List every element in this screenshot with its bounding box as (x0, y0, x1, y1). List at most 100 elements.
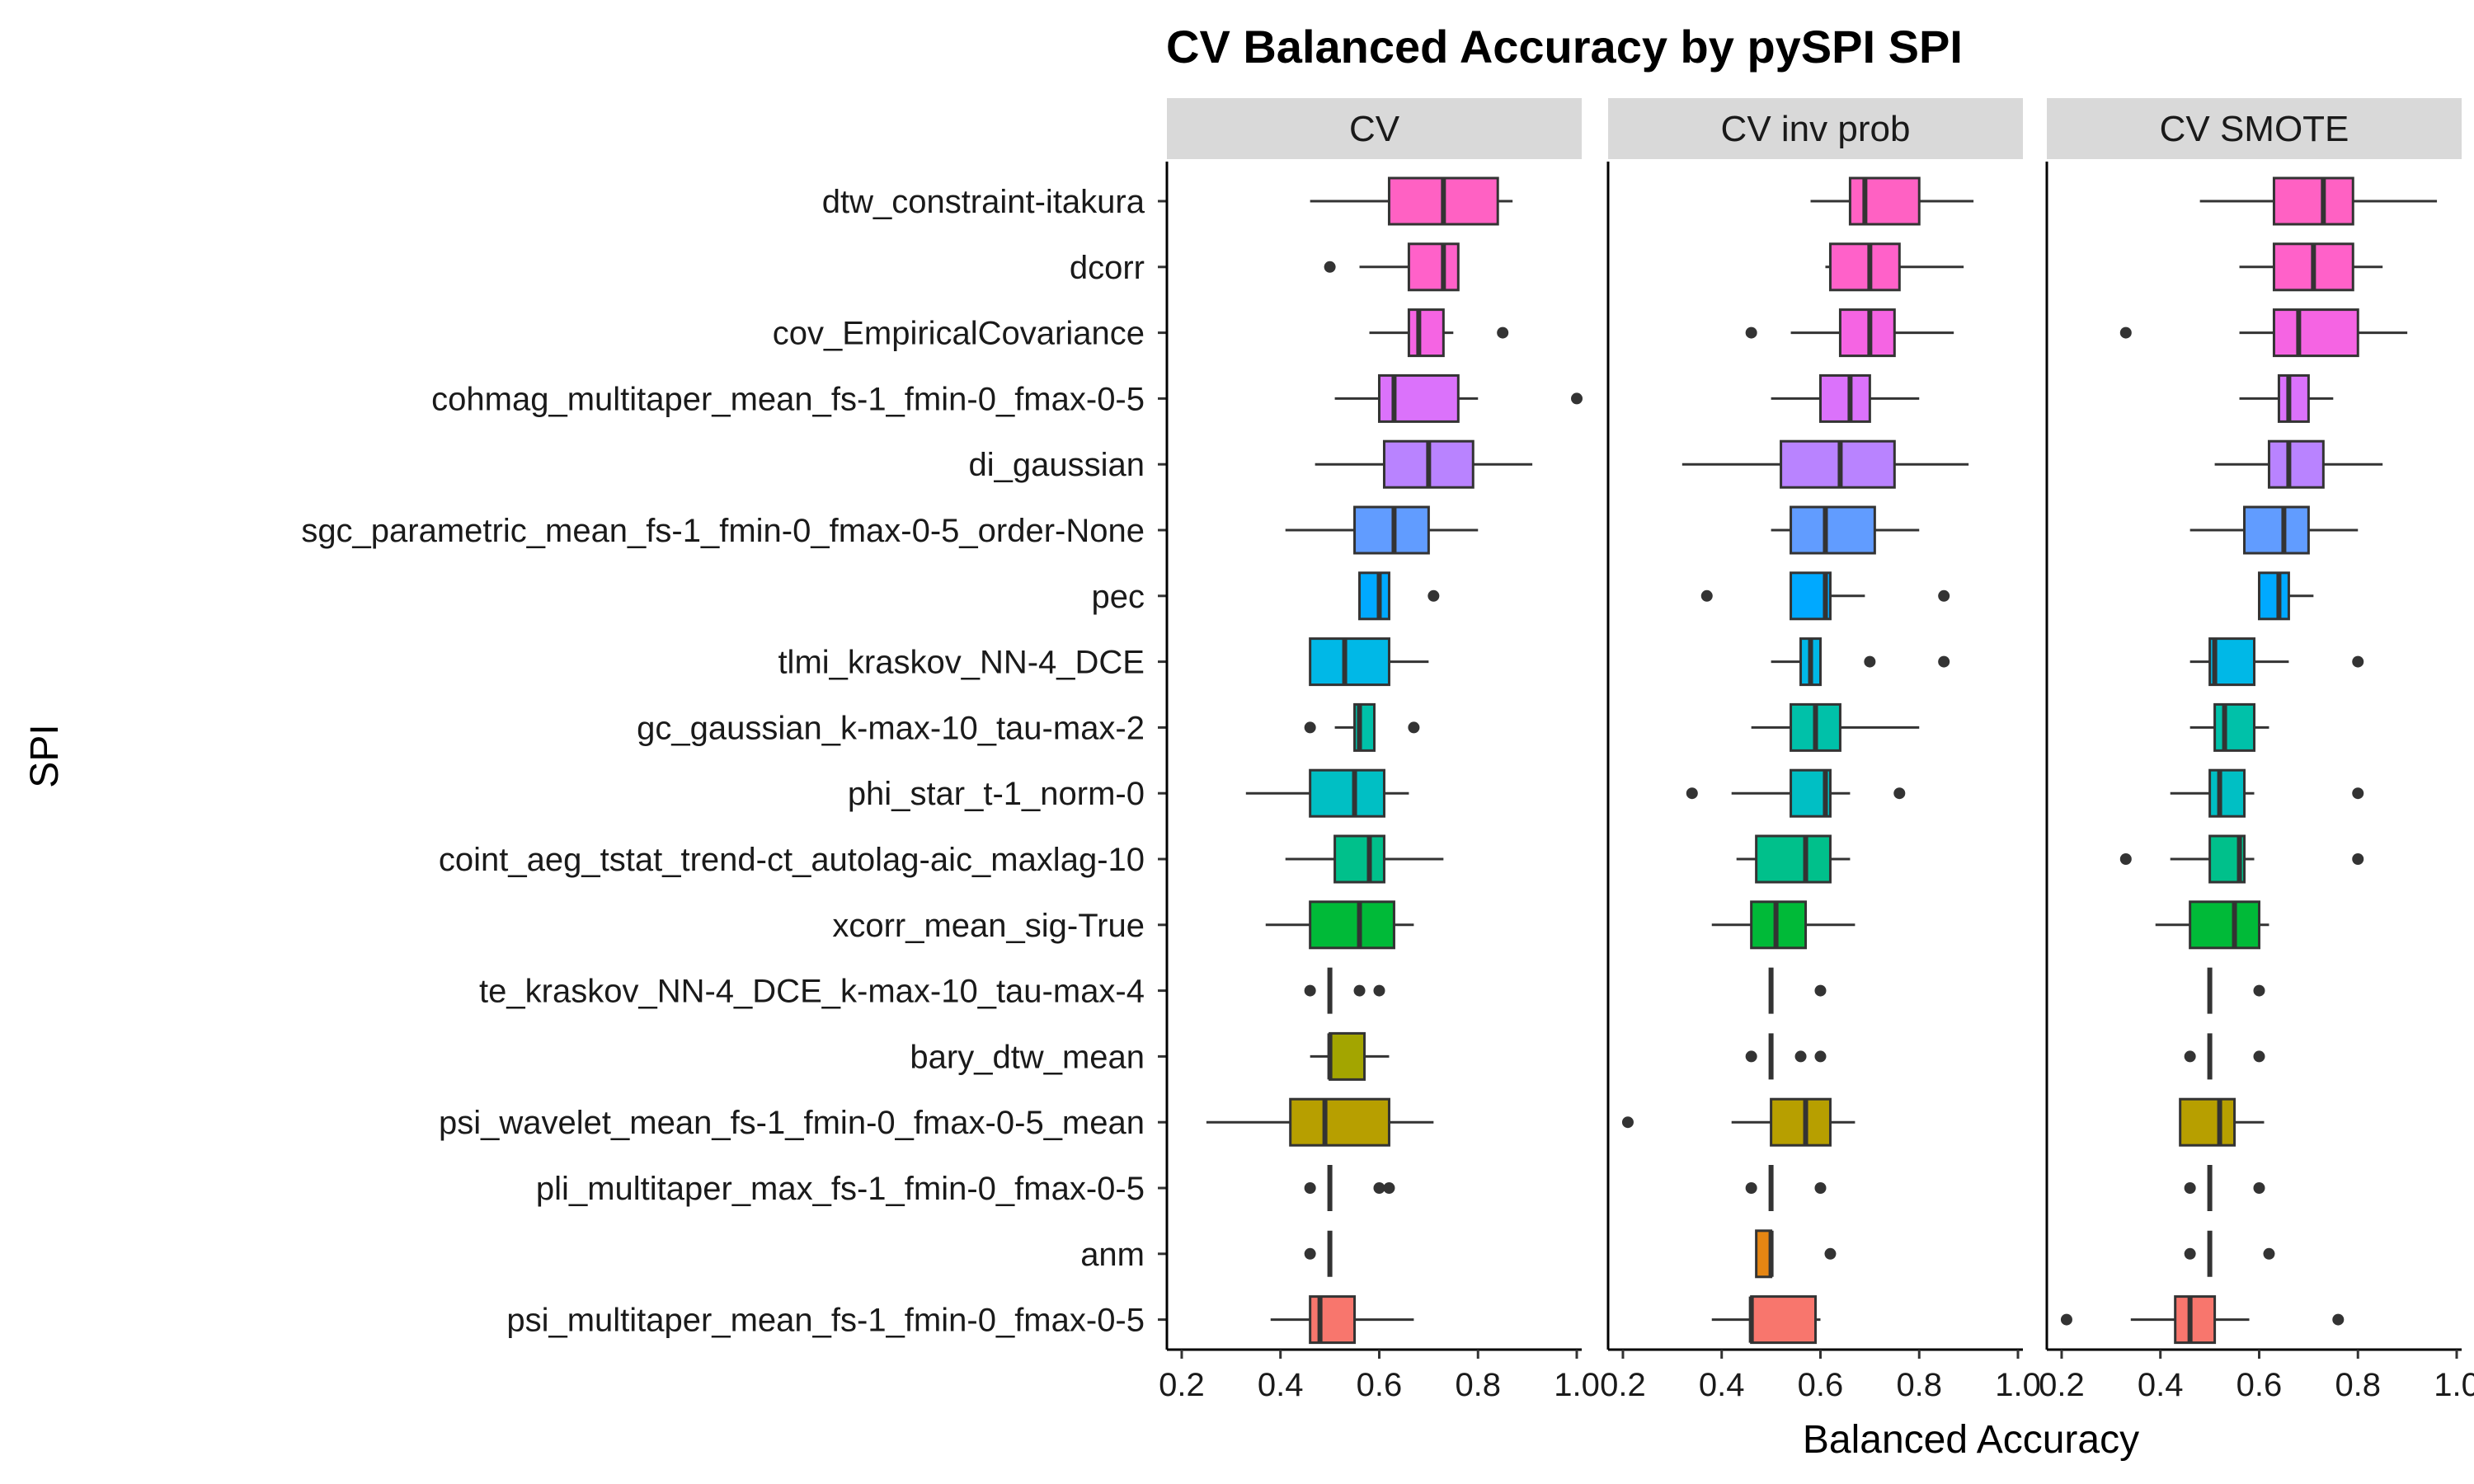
boxplot-box (2272, 308, 2359, 358)
outlier-point (2119, 326, 2132, 339)
boxplot-box (2179, 1097, 2236, 1147)
boxplot (1270, 1295, 1414, 1345)
boxplot (2207, 967, 2265, 1014)
boxplot (2184, 1033, 2265, 1080)
boxplot-box (1289, 1097, 1390, 1147)
boxplot (1324, 242, 1460, 292)
boxplot (1681, 439, 1969, 489)
boxplot (1745, 308, 1954, 358)
boxplot (2184, 1165, 2265, 1211)
spi-label: tlmi_kraskov_NN-4_DCE (778, 645, 1145, 681)
x-tick-label: 0.2 (2039, 1367, 2085, 1403)
x-tick-label: 0.8 (1896, 1367, 1942, 1403)
boxplot (1369, 308, 1509, 358)
facet-strip-label: CV (1349, 109, 1400, 149)
outlier-point (1621, 1116, 1634, 1129)
boxplot-box (2257, 571, 2290, 621)
boxplot (2189, 505, 2359, 555)
boxplot (1315, 439, 1533, 489)
y-axis-title: SPI (23, 724, 67, 787)
facet-strip (1167, 98, 1582, 159)
boxplot (1745, 1033, 1827, 1080)
boxplot (1711, 900, 1856, 950)
x-tick-label: 1.0 (2434, 1367, 2474, 1403)
boxplot (2239, 242, 2383, 292)
spi-label: sgc_parametric_mean_fs-1_fmin-0_fmax-0-5… (301, 513, 1145, 549)
outlier-point (1745, 1182, 1757, 1194)
outlier-point (1427, 589, 1440, 602)
spi-label: te_kraskov_NN-4_DCE_k-max-10_tau-max-4 (479, 974, 1145, 1010)
spi-label: cov_EmpiricalCovariance (773, 316, 1145, 352)
spi-label: dcorr (1070, 250, 1145, 286)
spi-label: pec (1092, 579, 1145, 615)
boxplot-box (1309, 637, 1390, 687)
boxplot (1771, 373, 1920, 423)
outlier-point (1745, 1050, 1757, 1063)
outlier-point (2263, 1247, 2275, 1260)
outlier-point (2332, 1313, 2345, 1326)
boxplot (1745, 1165, 1827, 1211)
outlier-point (1938, 589, 1950, 602)
x-tick-label: 0.4 (1699, 1367, 1745, 1403)
x-tick-label: 0.6 (1357, 1367, 1403, 1403)
x-tick-label: 1.0 (1554, 1367, 1600, 1403)
outlier-point (1373, 984, 1385, 997)
outlier-point (1745, 326, 1757, 339)
outlier-point (2352, 787, 2364, 800)
outlier-point (2184, 1050, 2196, 1063)
outlier-point (1686, 787, 1698, 800)
boxplot (1310, 176, 1513, 226)
boxplot (2119, 308, 2408, 358)
x-tick-label: 0.4 (1258, 1367, 1304, 1403)
boxplot (1771, 505, 1920, 555)
boxplot-box (1358, 571, 1390, 621)
boxplot (2155, 900, 2269, 950)
outlier-point (2352, 655, 2364, 668)
chart-title: CV Balanced Accuracy by pySPI SPI (1166, 21, 1963, 73)
boxplot-box (2267, 439, 2325, 489)
spi-label: pli_multitaper_max_fs-1_fmin-0_fmax-0-5 (536, 1171, 1145, 1207)
boxplot-box (1309, 900, 1395, 950)
boxplot (2189, 702, 2269, 752)
spi-label: dtw_constraint-itakura (822, 184, 1145, 220)
boxplot (1810, 176, 1974, 226)
outlier-point (2060, 1313, 2072, 1326)
outlier-point (2184, 1247, 2196, 1260)
x-tick-label: 0.6 (1798, 1367, 1844, 1403)
boxplot-box (2243, 505, 2310, 555)
facet-panel: CV 0.2 0.4 0.6 0.8 1.0 (1159, 98, 1600, 1403)
boxplot (1711, 1295, 1821, 1345)
outlier-point (1814, 1050, 1827, 1063)
spi-label: psi_wavelet_mean_fs-1_fmin-0_fmax-0-5_me… (439, 1105, 1145, 1141)
spi-label: psi_multitaper_mean_fs-1_fmin-0_fmax-0-5 (506, 1303, 1145, 1339)
boxplot-box (1770, 1097, 1832, 1147)
boxplot-box (1329, 1031, 1366, 1081)
boxplot (1304, 702, 1420, 752)
boxplot (1771, 637, 1950, 687)
outlier-point (1938, 655, 1950, 668)
outlier-point (1324, 261, 1336, 273)
boxplot (2179, 1097, 2265, 1147)
outlier-point (1304, 1247, 1316, 1260)
outlier-point (1373, 1182, 1385, 1194)
x-tick-label: 0.4 (2138, 1367, 2184, 1403)
boxplot-box (2208, 768, 2246, 818)
outlier-point (2253, 984, 2265, 997)
boxplot (2199, 176, 2438, 226)
boxplot-box (1407, 242, 1460, 292)
spi-label: di_gaussian (969, 447, 1145, 483)
facet-strip-label: CV SMOTE (2160, 109, 2349, 149)
boxplot-box (1755, 834, 1832, 884)
boxplot-box (1828, 242, 1901, 292)
boxplot (1768, 967, 1827, 1014)
boxplot (1285, 834, 1444, 884)
spi-label: xcorr_mean_sig-True (832, 908, 1145, 944)
boxplot-box (2189, 900, 2260, 950)
facet-strip (1608, 98, 2023, 159)
outlier-point (1824, 1247, 1837, 1260)
outlier-point (1814, 984, 1827, 997)
boxplot-box (2213, 702, 2255, 752)
boxplot-box (1818, 373, 1871, 423)
boxplot-box (2174, 1295, 2217, 1345)
